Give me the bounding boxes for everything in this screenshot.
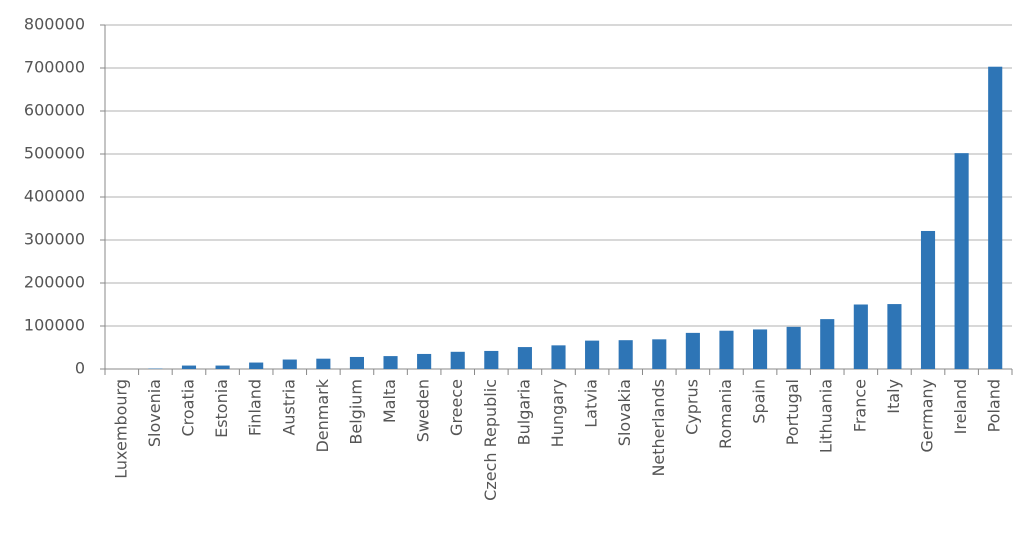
x-tick-label: Malta [380, 379, 399, 423]
y-tick-label: 400000 [24, 187, 85, 206]
x-tick-label: Estonia [212, 379, 231, 438]
x-tick-label: Lithuania [817, 379, 836, 453]
bar [652, 339, 667, 369]
x-tick-label: Netherlands [649, 379, 668, 477]
bar [585, 340, 600, 369]
bar [954, 153, 969, 369]
x-tick-label: Portugal [783, 379, 802, 445]
x-tick-label: Spain [750, 379, 769, 424]
y-tick-label: 0 [75, 359, 85, 378]
x-tick-label: Austria [279, 379, 298, 436]
y-tick-label: 700000 [24, 58, 85, 77]
bar [383, 356, 398, 369]
bar [618, 340, 633, 369]
bar [920, 230, 936, 369]
bar [753, 329, 768, 369]
x-tick-label: Cyprus [682, 379, 701, 435]
bar [450, 351, 465, 369]
bar [820, 319, 835, 369]
y-tick-label: 500000 [24, 144, 85, 163]
x-tick-label: Slovakia [615, 379, 634, 446]
bar [887, 304, 902, 369]
x-tick-label: Latvia [582, 379, 601, 428]
y-tick-label: 200000 [24, 273, 85, 292]
x-tick-label: Croatia [178, 379, 197, 437]
y-tick-label: 600000 [24, 101, 85, 120]
bar [417, 353, 432, 369]
bar [349, 356, 364, 369]
bar [484, 350, 499, 369]
bar [282, 359, 297, 369]
bar [517, 347, 532, 369]
bar [786, 326, 801, 369]
bar [215, 365, 230, 369]
bar [249, 362, 264, 369]
x-tick-label: Ireland [951, 379, 970, 434]
x-tick-label: Italy [884, 379, 903, 414]
x-tick-label: Luxembourg [111, 379, 130, 479]
bar [988, 66, 1003, 370]
x-tick-label: Belgium [346, 379, 365, 445]
bar [551, 345, 566, 369]
x-tick-label: Bulgaria [514, 379, 533, 445]
x-tick-label: Poland [985, 379, 1004, 432]
y-tick-label: 100000 [24, 316, 85, 335]
x-tick-label: Hungary [548, 379, 567, 447]
bar [719, 330, 734, 369]
bar [685, 332, 700, 369]
y-tick-label: 300000 [24, 230, 85, 249]
x-tick-label: Romania [716, 379, 735, 449]
x-tick-label: Germany [918, 379, 937, 453]
x-tick-label: Slovenia [145, 379, 164, 447]
x-tick-label: Czech Republic [481, 379, 500, 501]
bar [181, 365, 197, 369]
x-tick-label: Sweden [414, 379, 433, 442]
x-tick-label: Greece [447, 379, 466, 436]
bar [853, 304, 868, 369]
x-tick-label: Denmark [313, 378, 332, 452]
x-tick-label: Finland [246, 379, 265, 436]
x-tick-label: France [850, 379, 869, 432]
y-tick-label: 800000 [24, 15, 85, 34]
bar [316, 358, 331, 369]
